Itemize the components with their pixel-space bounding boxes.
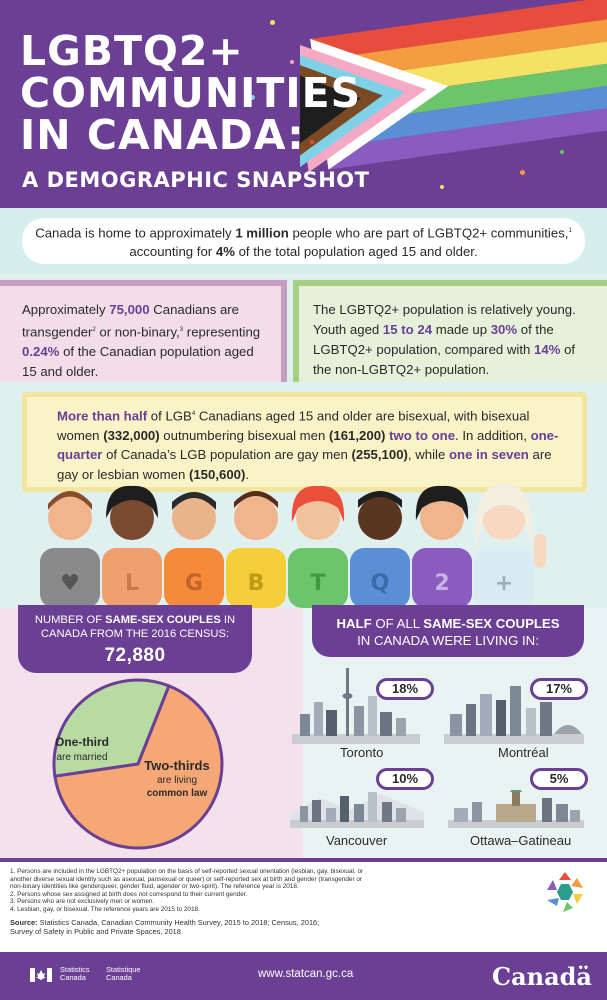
city-name: Ottawa–Gatineau xyxy=(470,833,572,848)
footnote: 3. Persons who are not exclusively men o… xyxy=(10,898,155,906)
couples-heading: NUMBER OF SAME-SEX COUPLES IN CANADA FRO… xyxy=(34,614,236,640)
city-name: Toronto xyxy=(340,745,384,760)
confetti-dot xyxy=(560,150,564,154)
city-share-badge: 5% xyxy=(530,768,588,790)
footnotes: 1. Persons are included in the LGBTQ2+ p… xyxy=(0,858,607,952)
person-2: L xyxy=(102,485,162,608)
cities-heading-card: HALF OF ALL SAME-SEX COUPLES IN CANADA W… xyxy=(312,605,584,657)
website-link[interactable]: www.statcan.gc.ca xyxy=(258,968,354,980)
city-name: Vancouver xyxy=(326,833,388,848)
youth-box: The LGBTQ2+ population is relatively you… xyxy=(293,280,607,382)
montreal-skyline-image xyxy=(444,686,584,744)
progress-pride-flag-image xyxy=(300,0,607,181)
footnote: another diverse sexual identity such as … xyxy=(10,875,363,883)
couples-count-card: NUMBER OF SAME-SEX COUPLES IN CANADA FRO… xyxy=(18,605,252,673)
shirt-letter: Q xyxy=(371,571,390,596)
confetti-dot xyxy=(520,170,525,175)
person-4: B xyxy=(226,491,286,608)
transgender-box: Approximately 75,000 Canadians are trans… xyxy=(0,280,287,382)
couples-pie-chart: One-third are married Two-thirds are liv… xyxy=(52,678,224,850)
shirt-letter: + xyxy=(495,571,513,596)
footnote: non-binary identities like genderqueer, … xyxy=(10,883,299,891)
page-title: LGBTQ2+ COMMUNITIES IN CANADA: xyxy=(20,30,361,156)
lgb-box: More than half of LGB4 Canadians aged 15… xyxy=(22,392,587,492)
person-3: G xyxy=(164,492,224,608)
confetti-dot xyxy=(290,60,294,64)
shirt-letter: G xyxy=(185,571,203,596)
pie-label-married: One-third xyxy=(55,735,109,749)
shirt-letter: ♥ xyxy=(60,571,80,596)
transgender-text: Approximately 75,000 Canadians are trans… xyxy=(22,302,261,380)
shirt-letter: 2 xyxy=(434,571,449,596)
title-line: IN CANADA: xyxy=(20,111,305,159)
page-subtitle: A DEMOGRAPHIC SNAPSHOT xyxy=(22,168,370,192)
confetti-dot xyxy=(250,95,255,100)
shirt-letter: B xyxy=(248,571,265,596)
shirt-letter: T xyxy=(310,571,325,596)
couples-total: 72,880 xyxy=(104,645,166,666)
city-share-badge: 10% xyxy=(376,768,434,790)
lgb-text: More than half of LGB4 Canadians aged 15… xyxy=(57,408,559,482)
mosaic-logo-icon xyxy=(547,872,583,912)
person-6: Q xyxy=(350,491,410,608)
confetti-dot xyxy=(310,140,314,144)
pie-slice-married xyxy=(52,678,171,778)
person-7: 2 xyxy=(412,485,472,608)
pie-slice-common-law xyxy=(53,683,224,850)
pie-sublabel-married: are married xyxy=(56,752,107,763)
canada-flag-icon xyxy=(30,968,52,982)
vancouver-skyline-image xyxy=(290,792,424,828)
confetti-dot xyxy=(270,20,275,25)
city-name: Montréal xyxy=(498,745,549,760)
person-8: + xyxy=(474,483,546,608)
people-illustration: ♥ L G B T Q 2 + xyxy=(40,483,546,608)
intro-statement: Canada is home to approximately 1 millio… xyxy=(22,218,585,264)
shirt-letter: L xyxy=(125,571,139,596)
footnote: 1. Persons are included in the LGBTQ2+ p… xyxy=(10,868,364,875)
pie-sublabel-common-law-1: are living xyxy=(157,775,197,786)
footer: Statistics Canada Statistique Canada www.s… xyxy=(0,952,607,1000)
statistics-canada-en: Statistics Canada xyxy=(60,965,90,983)
footnote: 4. Lesbian, gay, or bisexual. The refere… xyxy=(10,905,200,913)
city-share-badge: 17% xyxy=(530,678,588,700)
statistique-canada-fr: Statistique Canada xyxy=(106,965,141,983)
footnote-list: 1. Persons are included in the LGBTQ2+ p… xyxy=(0,862,607,914)
pie-label-common-law: Two-thirds xyxy=(144,758,209,773)
source-note: Source: Statistics Canada, Canadian Comm… xyxy=(10,917,320,936)
city-share-badge: 18% xyxy=(376,678,434,700)
confetti-dot xyxy=(440,185,444,189)
pie-sublabel-common-law-2: common law xyxy=(147,788,208,799)
ottawa-skyline-image xyxy=(448,790,584,828)
canada-wordmark: Canadä xyxy=(492,962,592,991)
header: LGBTQ2+ COMMUNITIES IN CANADA: A DEMOGRA… xyxy=(0,0,607,208)
person-1: ♥ xyxy=(40,491,100,608)
youth-text: The LGBTQ2+ population is relatively you… xyxy=(313,302,576,377)
toronto-skyline-image xyxy=(292,668,420,744)
title-line: LGBTQ2+ xyxy=(20,27,244,75)
person-5: T xyxy=(288,485,348,608)
title-line: COMMUNITIES xyxy=(20,69,362,117)
footnote: 2. Persons whose sex assigned at birth d… xyxy=(10,890,248,898)
